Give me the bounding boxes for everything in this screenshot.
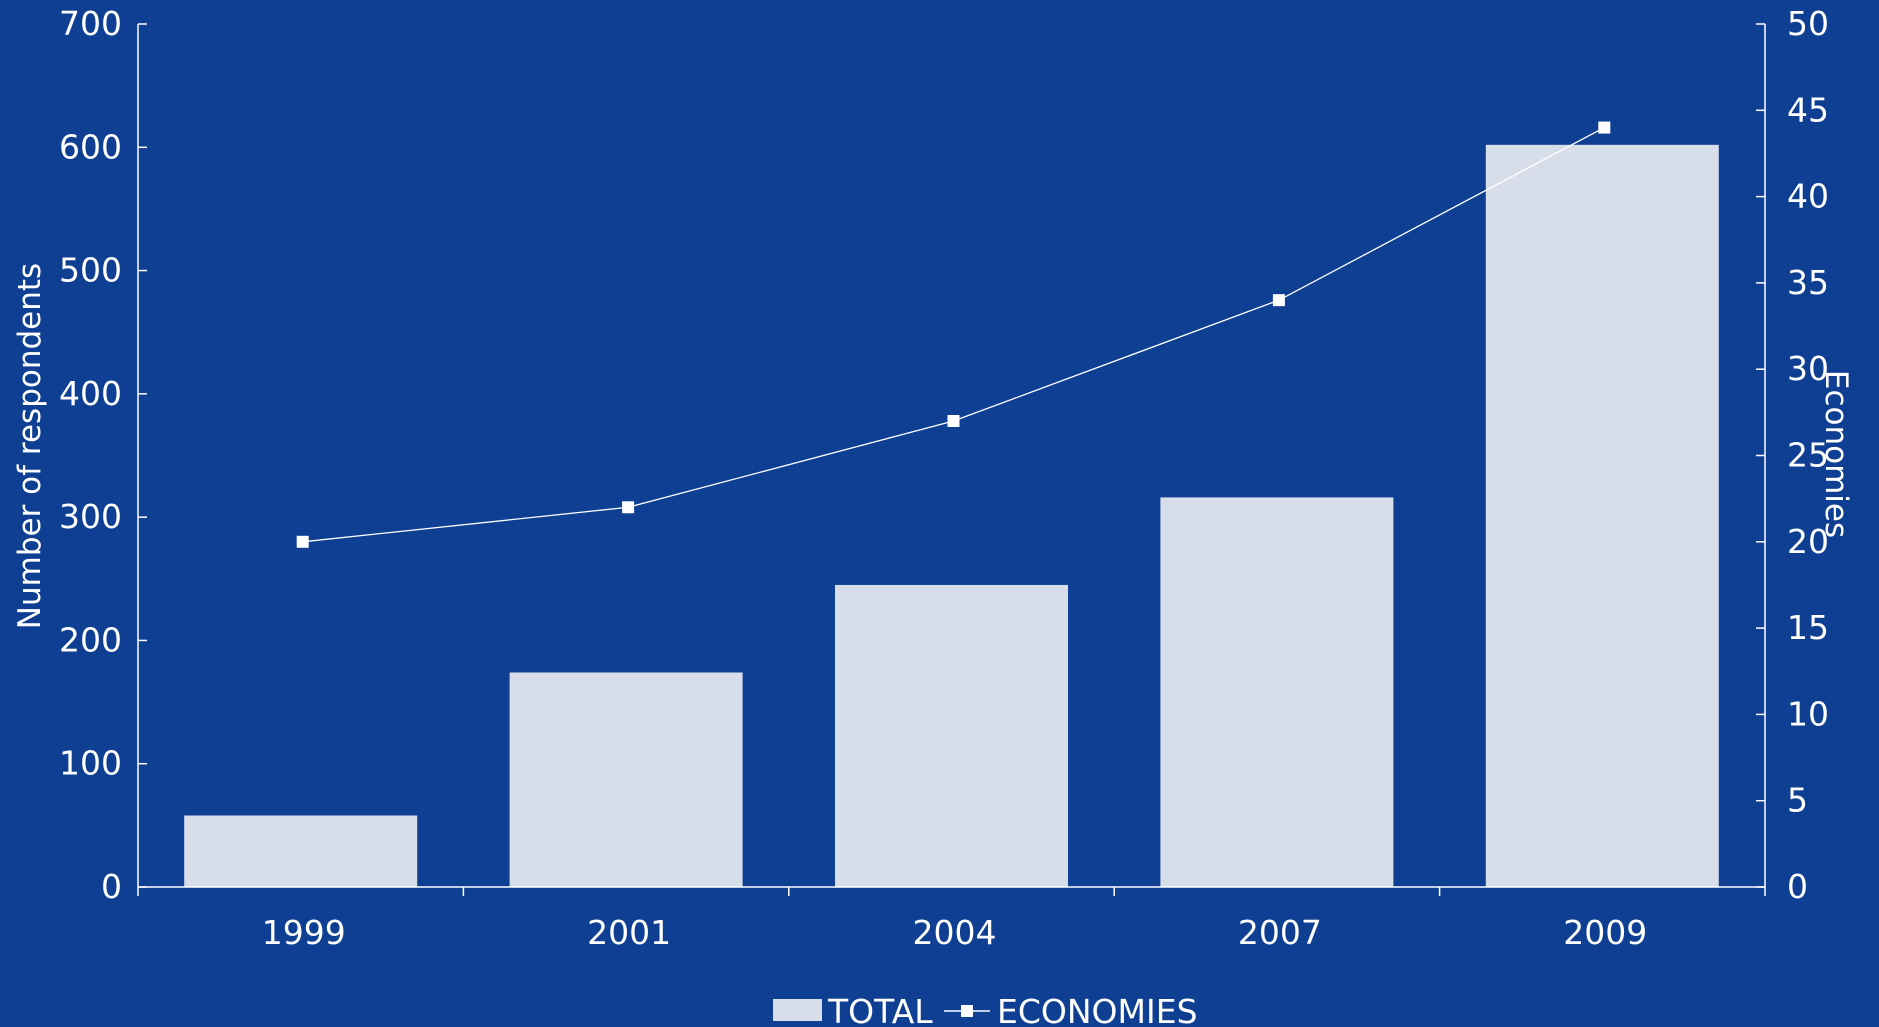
- y-tick-label: 500: [59, 251, 122, 290]
- y2-tick-label: 20: [1787, 522, 1829, 561]
- y2-tick-label: 40: [1787, 177, 1829, 216]
- y2-tick-label: 15: [1787, 608, 1829, 647]
- legend-swatch-total: [773, 999, 822, 1021]
- bar-2007: [1160, 497, 1394, 887]
- y2-tick-label: 30: [1787, 349, 1829, 388]
- y-tick-label: 100: [59, 744, 122, 783]
- economies-line: [302, 126, 1605, 543]
- bar-2004: [835, 584, 1068, 887]
- economies-marker-2001: [622, 501, 635, 514]
- bar-2009: [1485, 144, 1719, 887]
- economies-marker-2004: [947, 414, 960, 427]
- bar-2001: [509, 672, 743, 887]
- y-axis-title: Number of respondents: [12, 263, 48, 629]
- x-tick-label-2004: 2004: [913, 913, 997, 952]
- legend: TOTAL ECONOMIES: [773, 992, 1198, 1027]
- y2-tick-label: 45: [1787, 90, 1829, 129]
- y-tick-label: 300: [59, 497, 122, 536]
- economies-marker-2009: [1598, 121, 1611, 134]
- x-tick-label-2009: 2009: [1563, 913, 1647, 952]
- y2-axis-title: Economies: [1818, 370, 1854, 538]
- x-tick-label-2001: 2001: [587, 913, 671, 952]
- y2-tick-label: 10: [1787, 694, 1829, 733]
- y-tick-label: 600: [59, 127, 122, 166]
- x-tick-label-2007: 2007: [1238, 913, 1322, 952]
- y-tick-label: 0: [101, 867, 122, 906]
- y-tick-label: 700: [59, 4, 122, 43]
- y-tick-label: 200: [59, 620, 122, 659]
- axes: [137, 23, 1766, 896]
- y2-tick-label: 50: [1787, 4, 1829, 43]
- tick-labels: 0 100 200 300 400 500 600 700 0 5 10 15 20 25 30 35 40 45…: [59, 4, 1829, 952]
- economies-marker-1999: [296, 535, 309, 548]
- y2-tick-label: 0: [1787, 867, 1808, 906]
- legend-swatch-economies-marker: [961, 1005, 973, 1017]
- bar-series: [184, 144, 1719, 887]
- line-series: [296, 121, 1611, 548]
- x-tick-label-1999: 1999: [262, 913, 346, 952]
- y2-tick-label: 5: [1787, 781, 1808, 820]
- y-tick-label: 400: [59, 374, 122, 413]
- legend-label-economies: ECONOMIES: [997, 992, 1198, 1027]
- economies-marker-2007: [1272, 294, 1285, 307]
- legend-label-total: TOTAL: [827, 992, 933, 1027]
- bar-1999: [184, 815, 418, 887]
- y2-tick-label: 35: [1787, 263, 1829, 302]
- y2-tick-label: 25: [1787, 436, 1829, 475]
